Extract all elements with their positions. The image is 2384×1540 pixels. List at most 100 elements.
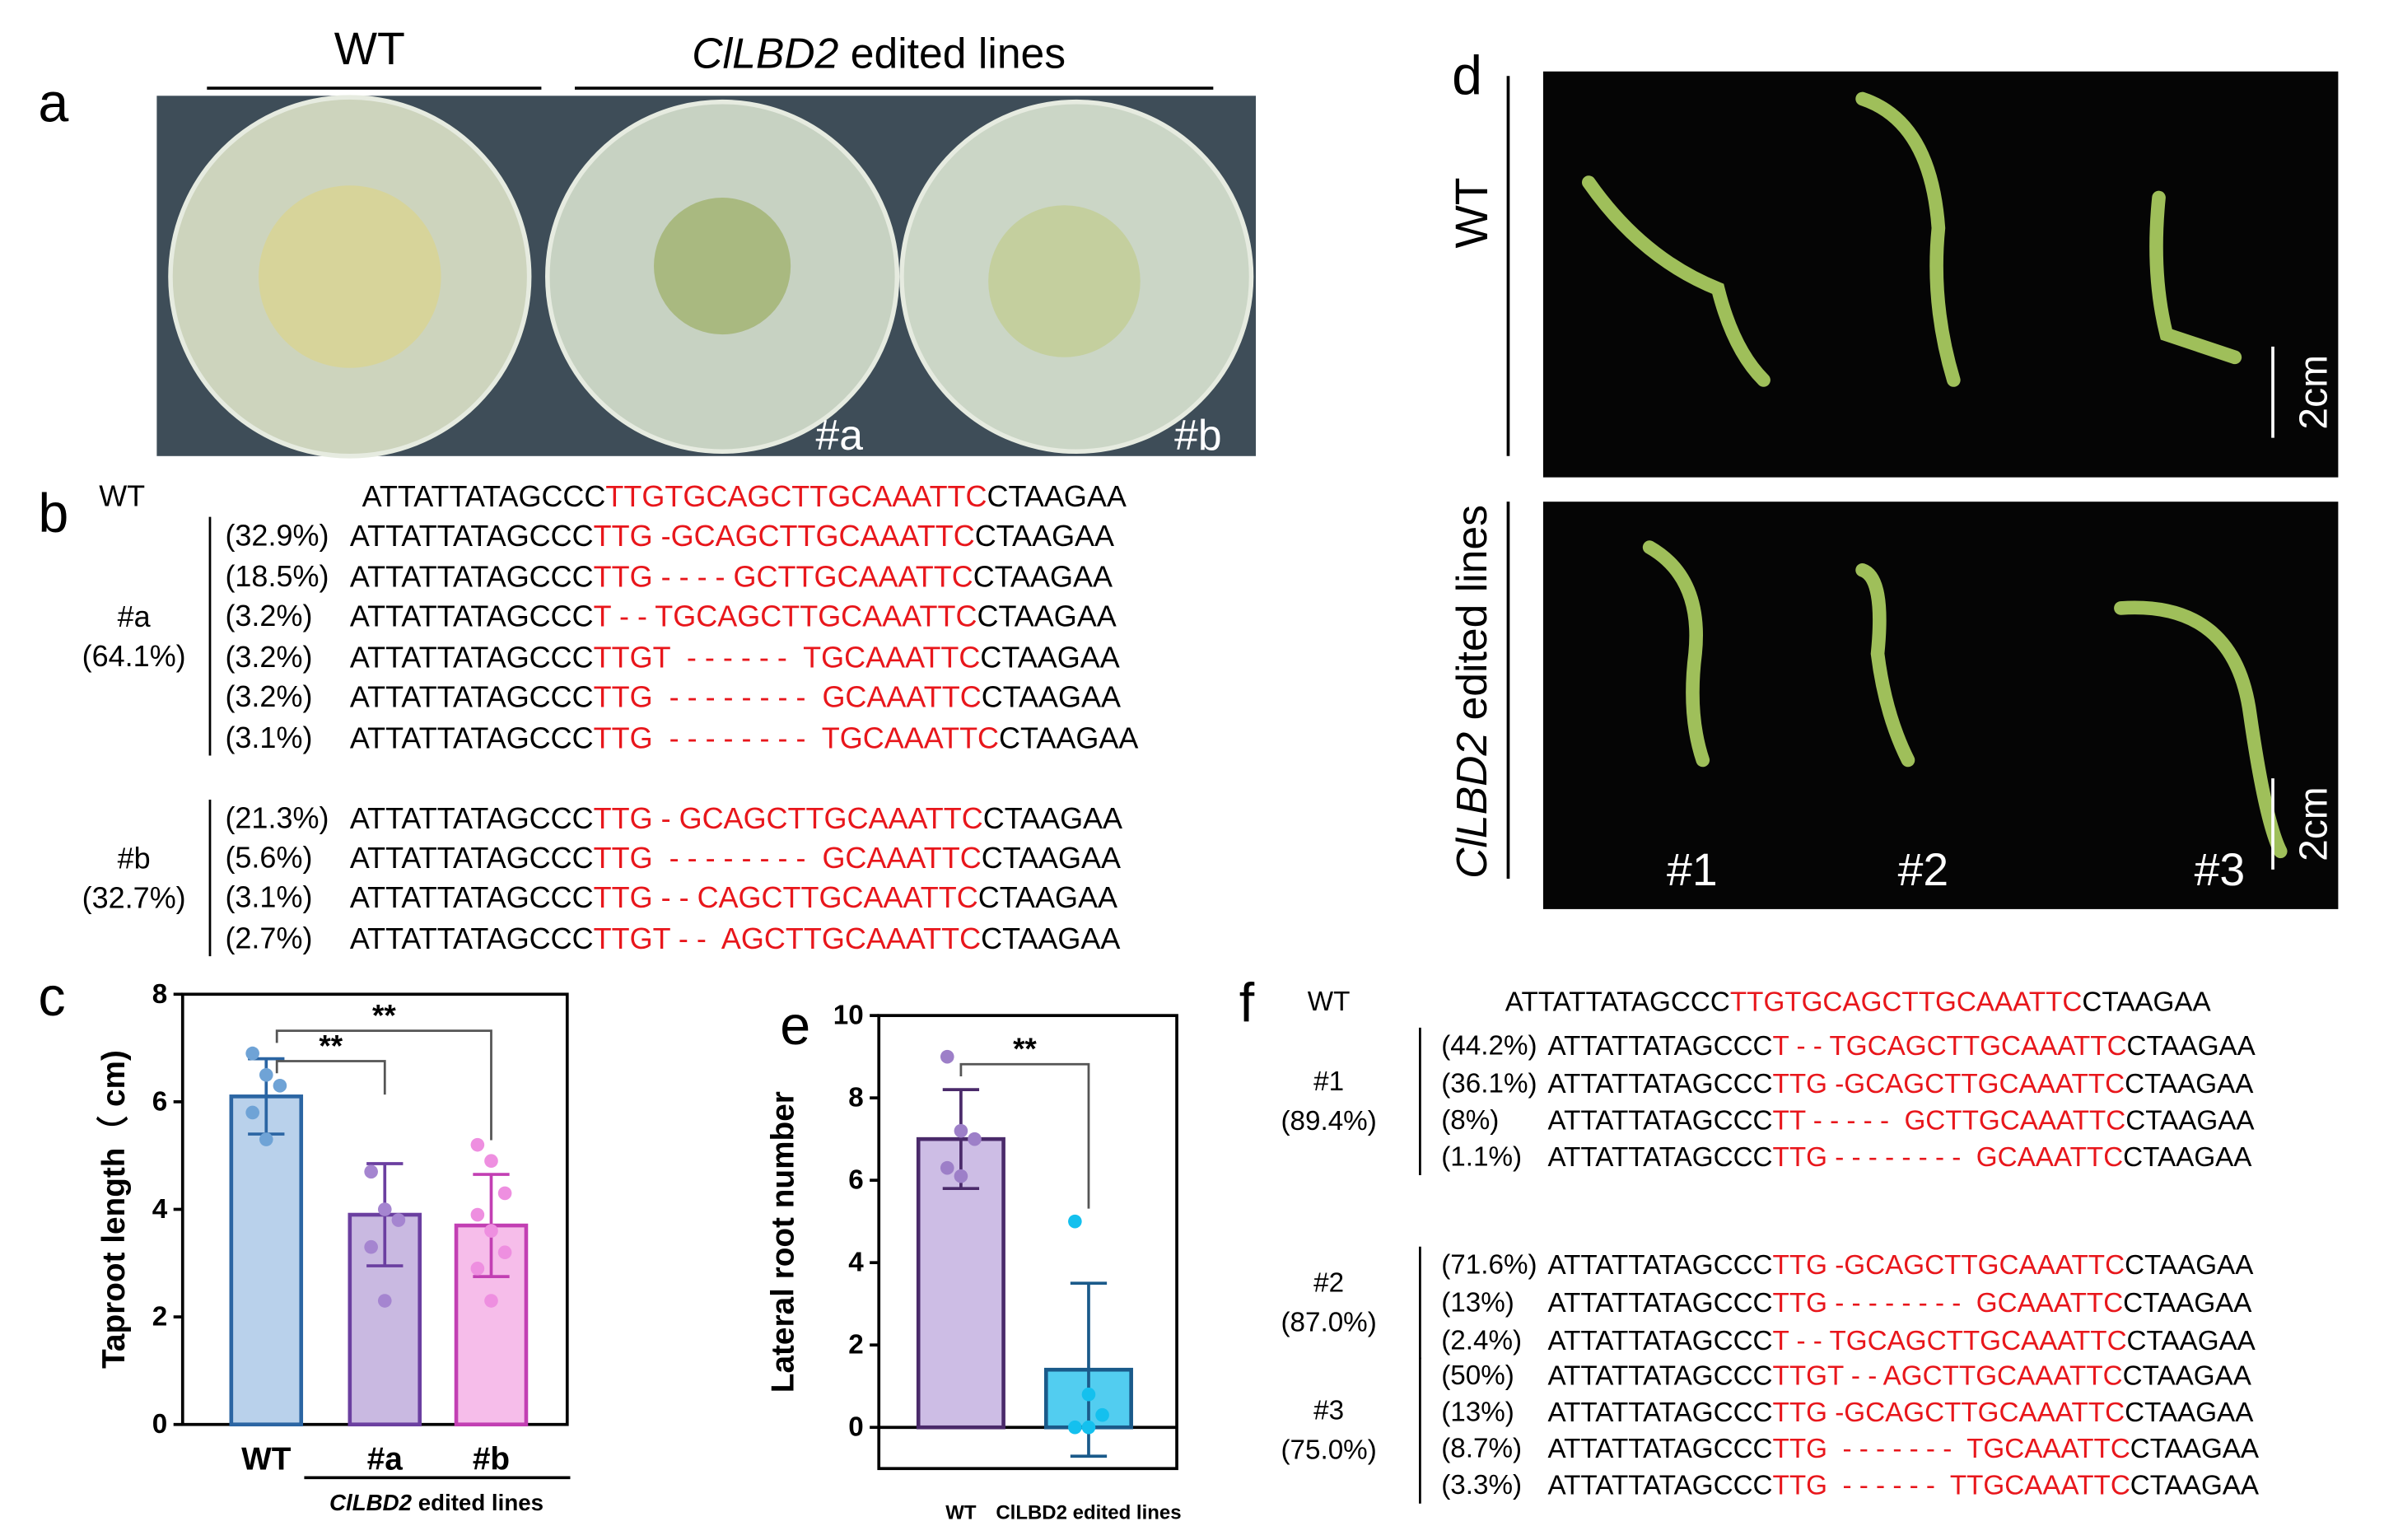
percentage: (71.6%) (1441, 1249, 1537, 1280)
sequence-part: CTAAGAA (2125, 1397, 2254, 1427)
edited-region: TTG - - CAGCTTGCAAATTC (594, 880, 978, 914)
sequence-part: CTAAGAA (977, 599, 1116, 632)
edited-region: TTG - - - - - - - - GCAAATTC (594, 679, 982, 713)
y-tick-label: 8 (152, 979, 167, 1010)
group-text: edited lines (1448, 505, 1495, 732)
gene-name: ClLBD2 (329, 1489, 413, 1514)
group-total: (32.7%) (82, 881, 186, 915)
data-point (364, 1164, 378, 1179)
sequence-part: ATTATTATAGCCC (362, 478, 606, 512)
group-label: #2 (1313, 1268, 1344, 1299)
y-axis-label: Taproot length（ cm) (96, 1050, 132, 1369)
edited-region: TT - - - - - GCTTGCAAATTC (1773, 1105, 2126, 1136)
y-axis-label: Lateral root number (765, 1091, 800, 1393)
group-label: ClLBD2 edited lines (329, 1489, 544, 1514)
sequence-part: ATTATTATAGCCC (350, 559, 594, 593)
data-point (273, 1078, 287, 1093)
gene-name: ClLBD2 (1448, 732, 1495, 879)
data-point (497, 1245, 512, 1260)
group-label: #a (118, 600, 152, 633)
percentage: (3.1%) (225, 721, 312, 754)
plant-label: #1 (1667, 844, 1718, 895)
percentage: (5.6%) (225, 841, 312, 875)
data-point (940, 1049, 954, 1064)
group-label: #b (118, 842, 151, 875)
percentage: (3.3%) (1441, 1470, 1522, 1500)
plate-growth (654, 197, 791, 335)
y-tick-label: 6 (848, 1165, 863, 1196)
gene-name: ClLBD2 (692, 30, 838, 77)
y-tick-label: 6 (152, 1086, 167, 1117)
x-tick-label: WT (241, 1442, 292, 1477)
edited-region: T - - TGCAGCTTGCAAATTC (1773, 1031, 2127, 1062)
sequence: ATTATTATAGCCCTTG -GCAGCTTGCAAATTCCTAAGAA (1547, 1397, 2254, 1427)
group-total: (89.4%) (1281, 1106, 1376, 1136)
percentage: (3.2%) (225, 599, 312, 632)
sequence-part: ATTATTATAGCCC (1547, 1434, 1772, 1464)
sequence-part: ATTATTATAGCCC (350, 880, 594, 914)
data-point (1068, 1214, 1082, 1229)
data-point (497, 1186, 512, 1201)
percentage: (8%) (1441, 1105, 1499, 1136)
data-point (1081, 1387, 1096, 1402)
edited-region: TTG -GCAGCTTGCAAATTC (1773, 1069, 2125, 1099)
plate-growth (259, 185, 441, 368)
sequence: ATTATTATAGCCCT - - TGCAGCTTGCAAATTCCTAAG… (1547, 1031, 2256, 1062)
sequence-part: CTAAGAA (2125, 1069, 2254, 1099)
group-text: edited lines (838, 30, 1066, 77)
data-point (259, 1067, 273, 1082)
sequence: ATTATTATAGCCCT - - TGCAGCTTGCAAATTCCTAAG… (1547, 1326, 2256, 1356)
sequence-part: ATTATTATAGCCC (1547, 1326, 1772, 1356)
sequence-part: CTAAGAA (973, 559, 1113, 593)
percentage: (1.1%) (1441, 1141, 1522, 1172)
edited-region: TTGT - - AGCTTGCAAATTC (1773, 1360, 2123, 1391)
sequence-part: ATTATTATAGCCC (350, 518, 594, 552)
data-point (245, 1105, 259, 1120)
sequence-part: ATTATTATAGCCC (1547, 1288, 1772, 1318)
data-point (1081, 1420, 1096, 1435)
y-tick-label: 0 (152, 1409, 167, 1440)
y-tick-label: 2 (848, 1330, 863, 1360)
significance-bracket (275, 1029, 492, 1141)
data-point (245, 1046, 259, 1061)
edited-region: TTGTGCAGCTTGCAAATTC (1730, 987, 2083, 1017)
sequence-part: CTAAGAA (982, 841, 1121, 875)
sequence-part: CTAAGAA (2130, 1470, 2260, 1500)
significance-bracket (275, 1060, 386, 1095)
plant-label: #2 (1898, 844, 1949, 895)
scale-label: 2cm (2292, 786, 2335, 861)
group-label: ClLBD2 edited lines (692, 30, 1066, 77)
sequence-part: ATTATTATAGCCC (1547, 1470, 1772, 1500)
y-tick-label: 10 (833, 1001, 864, 1031)
edited-region: TTG -GCAGCTTGCAAATTC (594, 518, 975, 552)
sequence: ATTATTATAGCCCTTG - - - - - - TTGCAAATTCC… (1547, 1470, 2259, 1500)
data-point (968, 1132, 982, 1146)
sequence-part: CTAAGAA (978, 880, 1117, 914)
sequence: ATTATTATAGCCCTTG - - - - - - - - GCAAATT… (350, 841, 1121, 875)
y-tick-label: 8 (848, 1083, 863, 1113)
sequence-part: CTAAGAA (2123, 1288, 2252, 1318)
y-tick-label: 0 (848, 1412, 863, 1443)
panel-label: e (780, 996, 810, 1057)
sequence: ATTATTATAGCCCTTG - - - - GCTTGCAAATTCCTA… (350, 559, 1113, 593)
panel-label: b (38, 483, 68, 544)
panel-label: c (38, 967, 65, 1028)
sequence: ATTATTATAGCCCTTGT - - AGCTTGCAAATTCCTAAG… (350, 921, 1121, 954)
sequence-part: CTAAGAA (2125, 1249, 2254, 1280)
sequence-part: ATTATTATAGCCC (1547, 1360, 1772, 1391)
sequence-part: ATTATTATAGCCC (1505, 987, 1730, 1017)
edited-region: TTG - GCAGCTTGCAAATTC (594, 801, 983, 835)
edited-region: TTG - - - - - - - - GCAAATTC (1773, 1288, 2124, 1318)
percentage: (13%) (1441, 1397, 1514, 1427)
edited-region: TTGTGCAGCTTGCAAATTC (605, 478, 987, 512)
sequence: ATTATTATAGCCCTT - - - - - GCTTGCAAATTCCT… (1547, 1105, 2255, 1136)
sequence-part: ATTATTATAGCCC (1547, 1031, 1772, 1062)
sequence-part: ATTATTATAGCCC (1547, 1069, 1772, 1099)
sequence: ATTATTATAGCCCTTGT - - - - - - TGCAAATTCC… (350, 640, 1120, 674)
percentage: (21.3%) (225, 801, 329, 835)
plate-growth (988, 205, 1141, 357)
sequence-part: ATTATTATAGCCC (1547, 1141, 1772, 1172)
data-point (940, 1160, 954, 1175)
percentage: (3.2%) (225, 640, 312, 674)
